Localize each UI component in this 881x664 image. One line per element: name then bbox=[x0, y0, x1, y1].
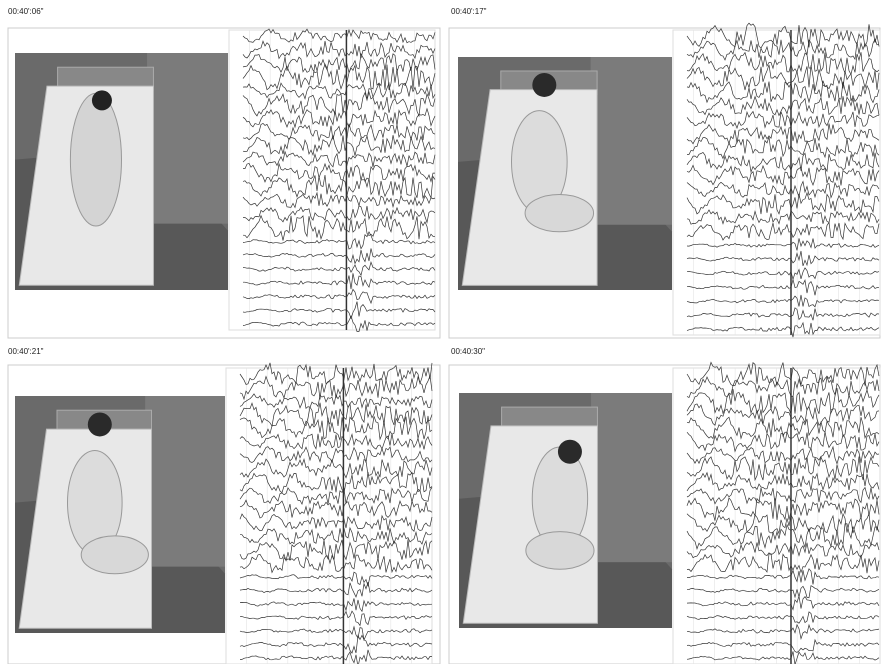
photo-wall-right bbox=[591, 57, 672, 225]
person-head bbox=[92, 90, 112, 110]
person-head bbox=[558, 440, 582, 464]
photo-wall-right bbox=[147, 53, 228, 224]
timestamp: 00:40':17" bbox=[451, 7, 487, 16]
timestamp: 00:40':21" bbox=[8, 347, 44, 356]
timestamp: 00:40:30" bbox=[451, 347, 485, 356]
person-body bbox=[70, 93, 121, 226]
panel: 00:40':06" bbox=[8, 7, 440, 338]
person-legs bbox=[526, 532, 594, 570]
panel: 00:40':17" bbox=[449, 7, 880, 338]
person-head bbox=[88, 412, 112, 436]
panel: 00:40:30" bbox=[449, 347, 880, 664]
figure: 00:40':06" 00:40':17" 00:40':21" 00:40:30" bbox=[0, 0, 881, 664]
page: 00:40':06"00:40':17"00:40':21"00:40:30" … bbox=[0, 0, 881, 664]
photo-wall-right bbox=[145, 396, 225, 567]
photo-wall-right bbox=[591, 393, 672, 562]
timestamp: 00:40':06" bbox=[8, 7, 44, 16]
person-head bbox=[532, 73, 556, 97]
person-legs bbox=[525, 194, 593, 231]
panel: 00:40':21" bbox=[8, 347, 440, 664]
person-legs bbox=[81, 536, 148, 574]
